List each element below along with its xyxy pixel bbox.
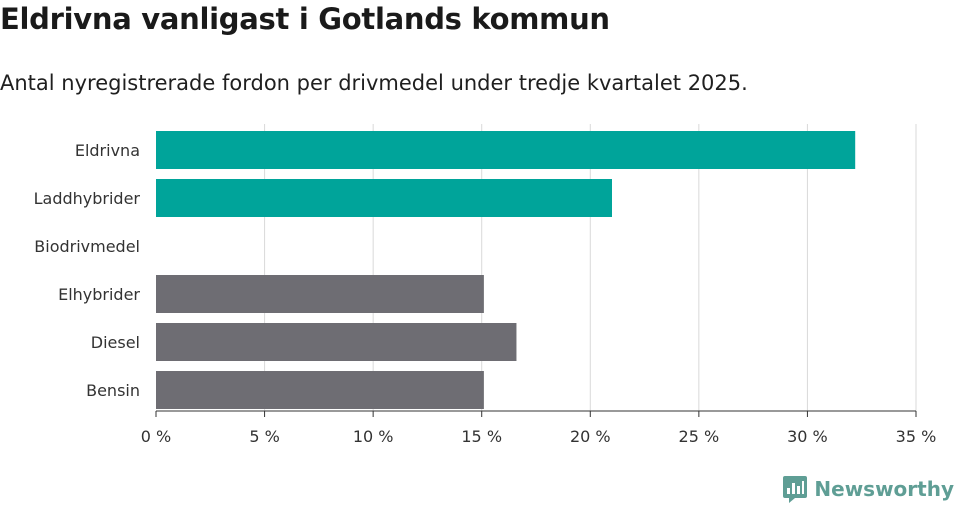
x-tick-label: 10 %: [353, 427, 394, 446]
x-tick-label: 25 %: [679, 427, 720, 446]
bar-laddhybrider: [156, 179, 612, 217]
bars: [156, 131, 856, 409]
x-tick-label: 0 %: [141, 427, 171, 446]
category-label: Diesel: [91, 333, 140, 352]
x-tick-label: 5 %: [249, 427, 279, 446]
category-label: Biodrivmedel: [34, 237, 140, 256]
x-tick-label: 15 %: [461, 427, 502, 446]
category-label: Eldrivna: [75, 141, 140, 160]
category-labels: Eldrivna Laddhybrider Biodrivmedel Elhybrid…: [34, 141, 141, 400]
x-axis: 0 % 5 % 10 % 15 % 20 % 25 % 30 % 35 %: [141, 410, 937, 446]
x-tick-label: 30 %: [787, 427, 828, 446]
x-tick-label: 20 %: [570, 427, 611, 446]
chart-subtitle: Antal nyregistrerade fordon per drivmede…: [0, 71, 748, 95]
bar-elhybrider: [156, 275, 484, 313]
category-label: Laddhybrider: [34, 189, 141, 208]
newsworthy-logo-icon: [783, 476, 808, 503]
bar-diesel: [156, 323, 517, 361]
bar-bensin: [156, 371, 484, 409]
bar-chart: Eldrivna Laddhybrider Biodrivmedel Elhybrid…: [34, 124, 937, 446]
x-tick-label: 35 %: [896, 427, 937, 446]
category-label: Elhybrider: [58, 285, 140, 304]
category-label: Bensin: [86, 381, 140, 400]
brand-name: Newsworthy: [814, 477, 954, 501]
brand-logo: Newsworthy: [782, 474, 954, 504]
bar-eldrivna: [156, 131, 856, 169]
grid-lines: [264, 124, 917, 411]
chart-title: Eldrivna vanligast i Gotlands kommun: [0, 2, 610, 36]
